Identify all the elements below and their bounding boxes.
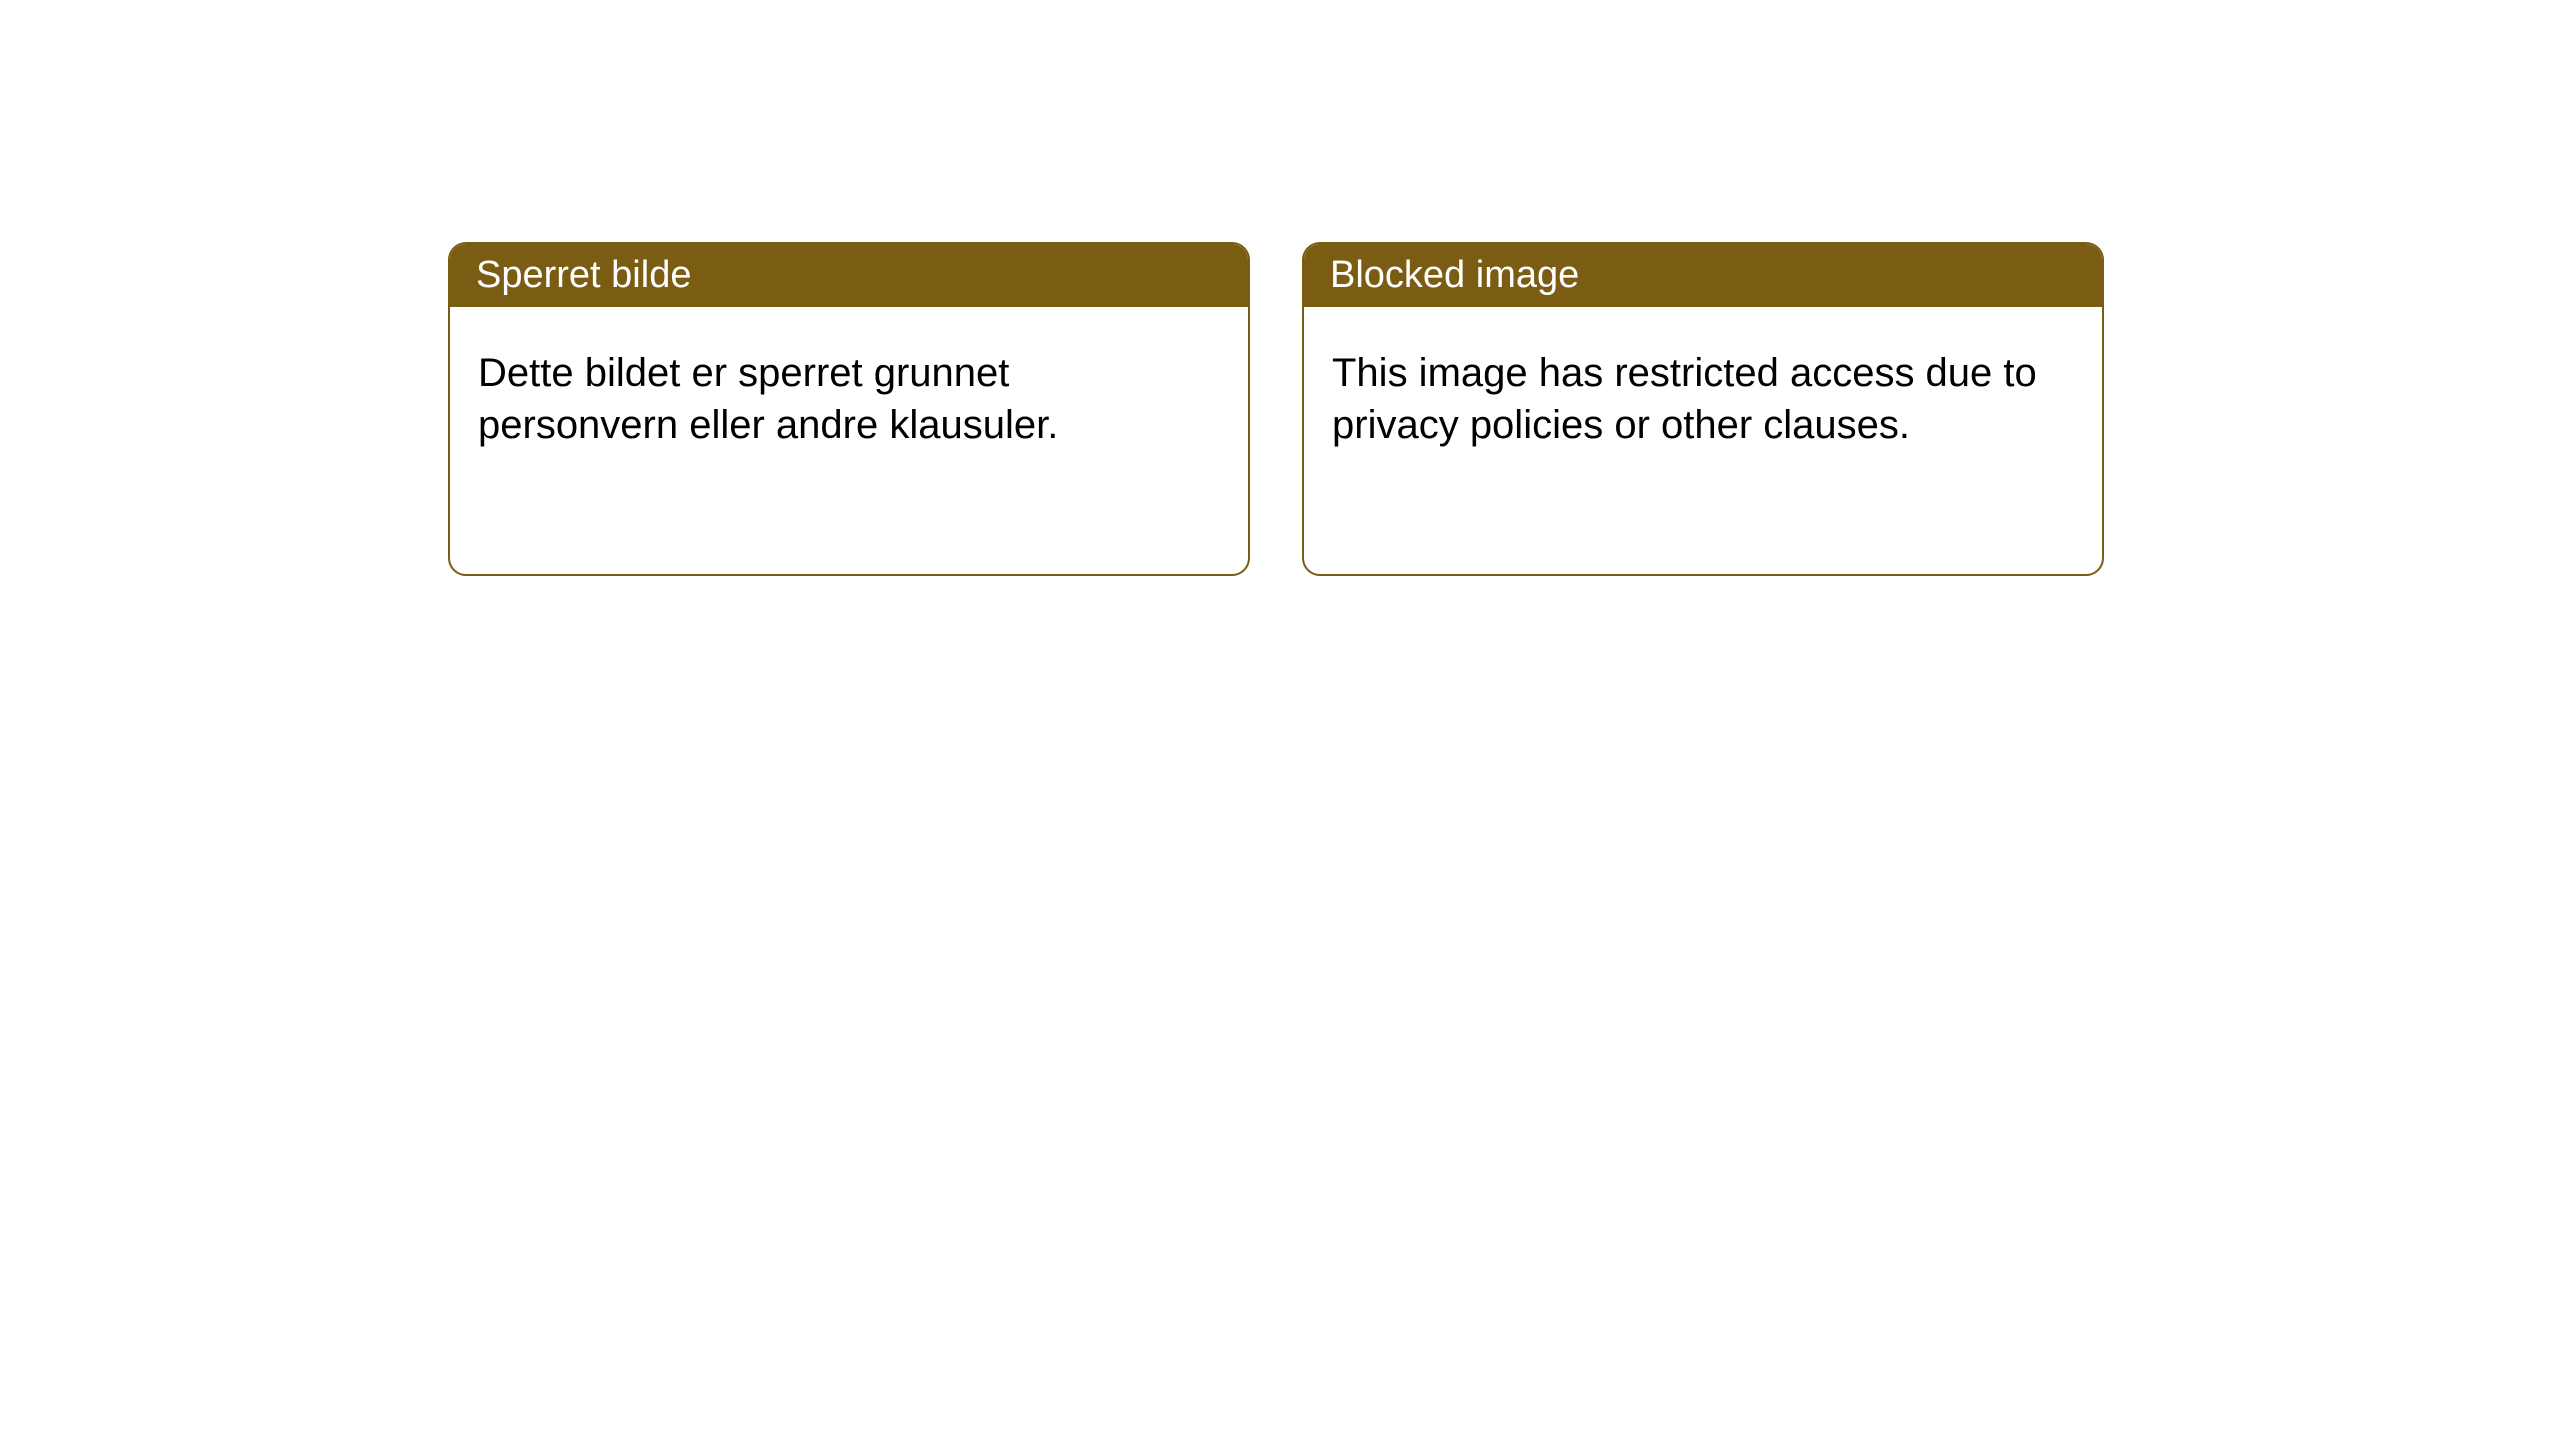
notice-card-norwegian: Sperret bilde Dette bildet er sperret gr… xyxy=(448,242,1250,576)
card-body-norwegian: Dette bildet er sperret grunnet personve… xyxy=(450,307,1248,491)
card-body-english: This image has restricted access due to … xyxy=(1304,307,2102,491)
card-title-english: Blocked image xyxy=(1330,254,1579,296)
card-text-english: This image has restricted access due to … xyxy=(1332,351,2037,447)
card-header-english: Blocked image xyxy=(1304,244,2102,307)
card-text-norwegian: Dette bildet er sperret grunnet personve… xyxy=(478,351,1058,447)
card-header-norwegian: Sperret bilde xyxy=(450,244,1248,307)
notice-card-english: Blocked image This image has restricted … xyxy=(1302,242,2104,576)
card-title-norwegian: Sperret bilde xyxy=(476,254,691,296)
notice-container: Sperret bilde Dette bildet er sperret gr… xyxy=(0,0,2560,576)
